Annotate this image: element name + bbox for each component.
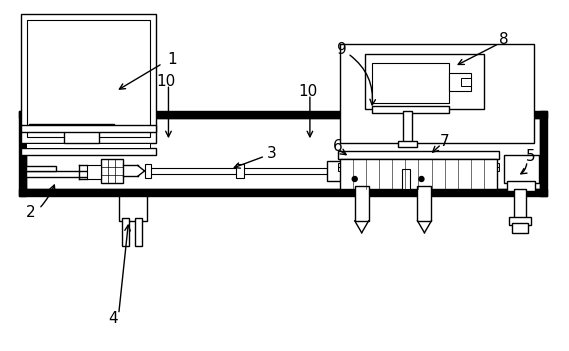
Bar [402,111,413,143]
Bar [135,218,142,246]
Text: 10: 10 [156,74,175,89]
Bar [402,169,410,189]
Bar [145,164,151,178]
Text: 10: 10 [298,84,318,99]
Bar [119,196,147,221]
Bar [26,166,56,171]
Bar [87,165,101,179]
Bar [365,54,484,109]
Bar [64,129,99,143]
Bar [26,118,540,189]
Bar [26,143,150,148]
Bar [29,124,114,129]
Bar [338,167,499,171]
Bar [372,64,450,103]
Bar [26,171,88,177]
Text: 6: 6 [333,139,343,154]
Text: 7: 7 [439,134,449,148]
Text: 1: 1 [168,52,178,67]
Bar [145,168,335,174]
Bar [236,164,244,178]
Text: 4: 4 [108,311,117,326]
Bar [372,106,450,113]
Text: 8: 8 [500,32,509,47]
Bar [27,20,150,137]
Circle shape [419,177,424,181]
Bar [340,44,534,143]
Bar [418,186,431,221]
Text: 5: 5 [526,148,536,164]
Bar [340,159,497,189]
Bar [354,186,369,221]
Text: 9: 9 [337,42,347,57]
Bar [19,111,26,196]
Bar [512,223,528,233]
Bar [327,161,341,181]
Bar [21,14,155,143]
Bar [514,189,526,219]
Bar [504,155,539,183]
Bar [338,163,499,167]
Bar [450,73,471,91]
Bar [461,78,471,86]
Bar [398,141,418,147]
Bar [101,159,123,183]
Bar [19,111,547,118]
Bar [338,151,499,159]
Bar [122,218,129,246]
Bar [507,181,535,191]
Bar [19,189,547,196]
Text: 2: 2 [26,205,36,220]
Bar [21,125,155,132]
Bar [509,217,531,225]
Bar [21,148,155,155]
Circle shape [352,177,357,181]
Bar [540,111,547,196]
Text: 3: 3 [267,146,277,161]
